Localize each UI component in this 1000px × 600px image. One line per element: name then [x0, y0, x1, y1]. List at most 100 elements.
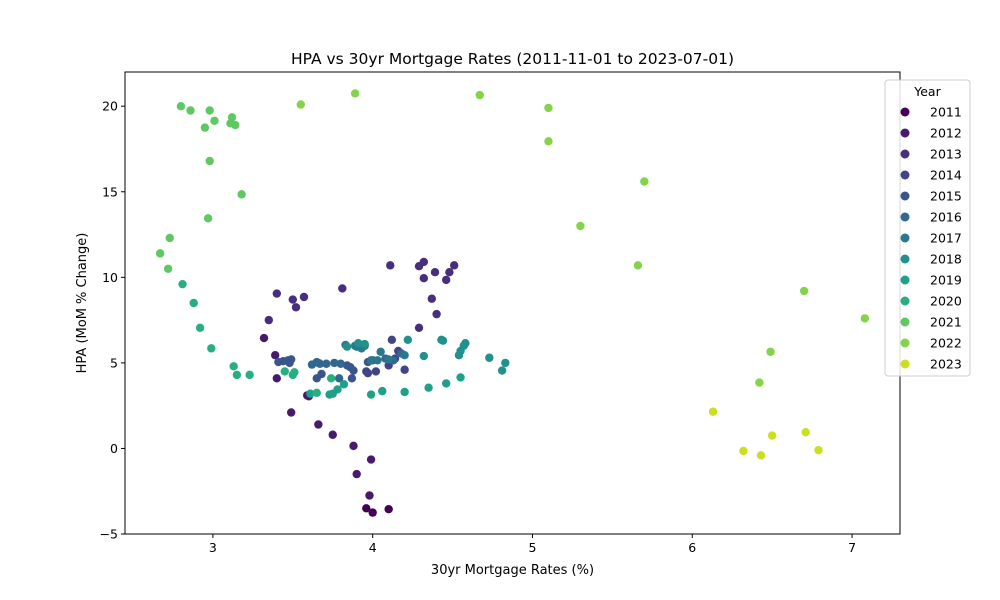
chart-title: HPA vs 30yr Mortgage Rates (2011-11-01 t… [291, 50, 734, 68]
data-point [326, 374, 336, 383]
legend-label: 2017 [930, 231, 962, 246]
series-2023 [708, 407, 823, 460]
x-tick-label: 6 [688, 540, 696, 555]
data-point [368, 508, 377, 517]
data-points [155, 89, 870, 517]
data-point [334, 374, 344, 383]
data-point [349, 441, 358, 451]
data-point [155, 249, 165, 258]
series-2020 [178, 279, 336, 398]
data-point [312, 357, 321, 367]
legend-title: Year [913, 84, 941, 99]
y-tick-label: −5 [100, 527, 118, 542]
series-2021 [155, 102, 246, 273]
data-point [347, 374, 357, 383]
data-point [288, 295, 297, 304]
data-point [272, 289, 282, 298]
data-point [227, 113, 237, 122]
data-point [363, 368, 373, 378]
data-point [366, 455, 376, 464]
data-point [739, 446, 748, 456]
x-tick-label: 7 [848, 540, 856, 555]
legend-label: 2011 [930, 105, 962, 120]
data-point [441, 379, 451, 388]
legend-label: 2022 [930, 336, 962, 351]
y-tick-label: 5 [110, 355, 118, 370]
data-point [456, 373, 465, 382]
x-axis-ticks: 3 4 5 6 7 [209, 534, 856, 555]
data-point [342, 342, 352, 351]
data-point [296, 100, 305, 109]
series-2015 [274, 355, 373, 383]
y-tick-label: 20 [102, 99, 118, 114]
series-2019 [306, 373, 465, 399]
data-point [384, 504, 393, 514]
data-point [339, 380, 349, 389]
series-2012 [259, 333, 376, 500]
data-point [176, 102, 186, 111]
legend-label: 2020 [930, 294, 962, 309]
data-point [501, 358, 510, 368]
data-point [350, 89, 360, 98]
data-point [384, 355, 393, 364]
data-point [165, 233, 174, 243]
data-point [860, 314, 870, 323]
data-point [387, 335, 397, 344]
data-point [419, 273, 429, 283]
data-point [386, 261, 395, 270]
data-point [330, 358, 339, 368]
legend-marker [900, 128, 910, 138]
data-point [424, 383, 433, 392]
data-point [799, 286, 809, 296]
data-point [366, 356, 376, 365]
legend-marker [900, 212, 910, 222]
data-point [286, 355, 296, 364]
data-point [280, 367, 289, 376]
data-point [291, 303, 301, 312]
data-point [438, 336, 448, 345]
data-point [229, 362, 238, 371]
data-point [419, 257, 429, 267]
plot-area-frame [124, 71, 901, 535]
legend-marker [900, 317, 910, 327]
data-point [195, 323, 205, 333]
y-axis-ticks: −5 0 5 10 15 20 [100, 99, 125, 542]
y-tick-label: 0 [110, 441, 118, 456]
y-tick-label: 10 [102, 270, 118, 285]
data-point [365, 491, 374, 500]
data-point [400, 387, 409, 397]
series-2016 [307, 349, 406, 383]
series-2013 [264, 257, 459, 333]
legend-label: 2023 [930, 357, 962, 372]
data-point [755, 378, 764, 387]
data-point [312, 388, 321, 398]
data-point [373, 356, 382, 365]
legend-label: 2018 [930, 252, 962, 267]
data-point [290, 368, 299, 377]
legend-label: 2014 [930, 168, 962, 183]
data-point [338, 284, 347, 293]
data-point [767, 431, 777, 440]
data-point [485, 353, 494, 362]
data-point [427, 294, 437, 303]
legend-marker [900, 149, 910, 159]
data-point [414, 323, 424, 333]
data-point [322, 359, 331, 368]
data-point [336, 359, 345, 368]
data-point [189, 298, 198, 308]
data-point [441, 275, 451, 285]
legend-marker [900, 359, 910, 369]
data-point [430, 268, 440, 277]
data-point [445, 268, 454, 277]
data-point [232, 370, 242, 380]
data-point [475, 90, 484, 100]
data-point [814, 445, 823, 455]
data-point [633, 261, 643, 270]
data-point [200, 123, 210, 132]
data-point [163, 264, 173, 273]
data-point [306, 389, 315, 398]
data-point [342, 361, 352, 370]
data-point [349, 366, 358, 375]
legend: Year 20112012201320142015201620172018201… [884, 79, 971, 377]
